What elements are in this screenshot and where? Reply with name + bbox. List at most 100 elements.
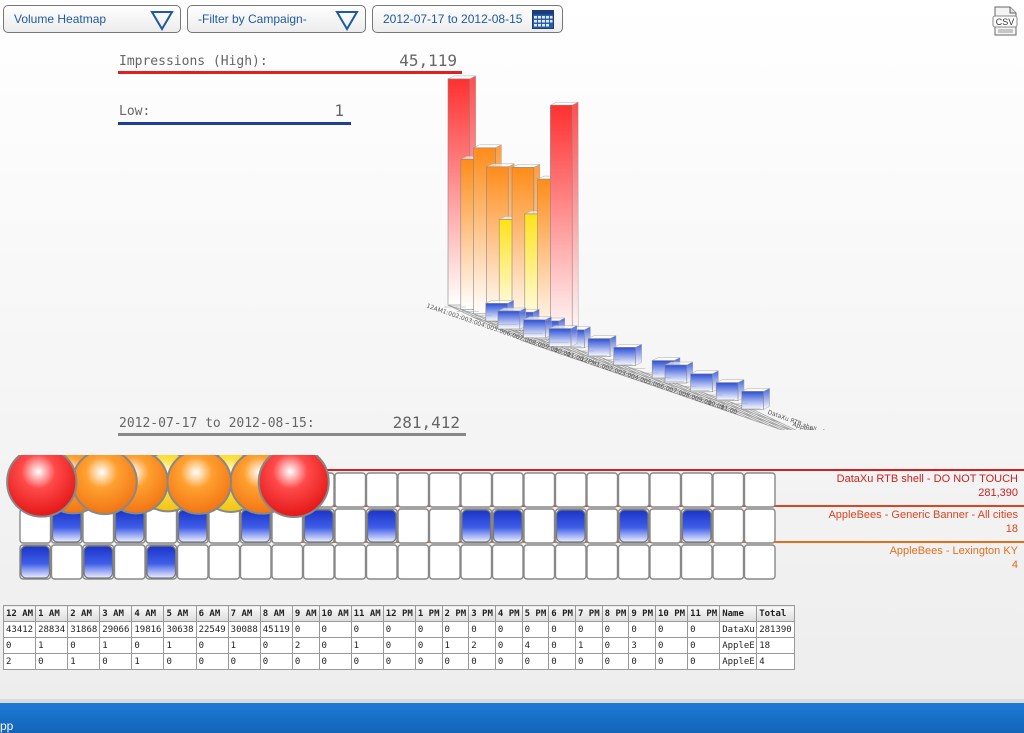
- chart-bars: [447, 75, 770, 410]
- heatmap-cell: [460, 544, 493, 580]
- table-cell: DataXu: [719, 621, 758, 638]
- heatmap-cell-active: [681, 509, 712, 543]
- table-cell: 0: [494, 621, 523, 638]
- view-select-value: Volume Heatmap: [14, 12, 107, 26]
- table-row: 2 0 1 0 1 0 0 0 0 0 0 0 0 0 0 0 0 0 0 0 0 0 0 0 AppleE 4: [2, 653, 795, 670]
- table-cell: 0: [548, 653, 576, 670]
- heatmap-cell: [680, 544, 713, 580]
- table-header-cell: 6 AM: [195, 605, 229, 622]
- heatmap-cell: [743, 472, 776, 508]
- table-cell: 31868: [67, 621, 101, 638]
- table-cell: 1: [227, 637, 261, 654]
- table-cell: 0: [654, 653, 689, 670]
- table-cell: 0: [67, 637, 101, 654]
- heatmap-cell: [743, 544, 776, 580]
- bar-3d: [664, 361, 694, 384]
- table-cell: 0: [468, 621, 496, 638]
- range-total-label: 2012-07-17 to 2012-08-15:: [119, 416, 315, 431]
- heatmap-cell: [334, 472, 367, 508]
- heatmap-cell: [397, 508, 430, 544]
- heatmap-cell: [334, 544, 367, 580]
- table-header-cell: 1 PM: [414, 605, 443, 622]
- campaign-total: 18: [1005, 523, 1018, 535]
- bar-3d: [741, 387, 770, 410]
- table-cell: 45119: [259, 621, 293, 638]
- table-cell: 0: [259, 653, 293, 670]
- low-impressions-line: [118, 122, 351, 125]
- table-cell: 0: [2, 637, 37, 654]
- table-header-cell: 9 AM: [291, 605, 320, 622]
- heatmap-cell: [680, 472, 713, 508]
- table-header-cell: 4 AM: [131, 605, 165, 622]
- table-cell: 0: [414, 653, 443, 670]
- chart-hour-label: 8:00: [531, 339, 546, 350]
- heatmap-row-label-2: AppleBees - Generic Banner - All cities …: [828, 508, 1018, 536]
- table-cell: 0: [494, 637, 523, 654]
- table-cell: 0: [318, 653, 352, 670]
- campaign-name: AppleBees - Generic Banner - All cities: [828, 509, 1018, 521]
- table-cell: 0: [494, 653, 523, 670]
- divider: [0, 699, 1024, 703]
- grid-line: [665, 379, 741, 417]
- heatmap-cell-active: [20, 545, 51, 579]
- table-header-cell: 6 PM: [548, 605, 576, 622]
- heatmap-cell: [712, 508, 745, 544]
- table-cell: 30088: [227, 621, 261, 638]
- heatmap-cell: [428, 544, 461, 580]
- table-header-row: 12 AM 1 AM 2 AM 3 AM 4 AM 5 AM 6 AM 7 AM 8 AM 9 A…: [2, 605, 795, 622]
- table-cell: 4: [756, 653, 795, 670]
- campaign-total: 281,390: [978, 487, 1018, 499]
- taskbar-text: pp: [0, 719, 14, 733]
- heatmap-cell: [649, 472, 682, 508]
- table-header-cell: 5 PM: [521, 605, 550, 622]
- table-cell: 0: [382, 621, 416, 638]
- heatmap-cell-active: [492, 509, 523, 543]
- table-row: 43412 28834 31868 29066 19816 30638 22549 30088…: [2, 621, 795, 638]
- table-cell: 22549: [195, 621, 229, 638]
- heatmap-cell: [334, 508, 367, 544]
- date-range-picker[interactable]: 2012-07-17 to 2012-08-15: [372, 5, 563, 33]
- grid-line: [755, 410, 797, 430]
- heatmap-cell-active: [555, 509, 586, 543]
- heatmap-cell: [271, 544, 304, 580]
- heatmap-cell: [460, 472, 493, 508]
- heatmap-cell: [428, 508, 461, 544]
- table-header-cell: Total: [756, 605, 795, 622]
- table-cell: 28834: [35, 621, 69, 638]
- chart-hour-label: 9:00: [544, 343, 559, 354]
- heatmap-bubble: [257, 455, 330, 518]
- table-cell: 0: [521, 621, 550, 638]
- volume-3d-chart: 12AM1:002:003:004:005:006:007:008:009:00…: [425, 75, 886, 430]
- table-cell: 0: [318, 637, 352, 654]
- table-cell: 281390: [756, 621, 795, 638]
- chart-hour-label: 5:00: [493, 326, 508, 337]
- chart-hour-label: 2:00: [608, 365, 623, 376]
- table-cell: 0: [654, 637, 689, 654]
- heatmap-cell-active: [618, 509, 649, 543]
- table-header-cell: 11 AM: [350, 605, 384, 622]
- campaign-filter-select[interactable]: -Filter by Campaign-: [187, 5, 366, 33]
- bar-3d: [497, 307, 527, 330]
- heatmap-cell: [491, 544, 524, 580]
- csv-export-icon[interactable]: CSV: [992, 6, 1018, 36]
- chart-hour-label: 11:00: [719, 404, 738, 417]
- heatmap-cell: [208, 544, 241, 580]
- table-header-cell: 7 PM: [574, 605, 603, 622]
- table-cell: 0: [318, 621, 352, 638]
- table-cell: AppleE: [719, 653, 758, 670]
- table-cell: 4: [521, 637, 550, 654]
- table-cell: 0: [382, 637, 416, 654]
- heatmap-cell: [397, 544, 430, 580]
- table-cell: 29066: [99, 621, 133, 638]
- low-impressions-value: 1: [334, 101, 344, 120]
- view-select[interactable]: Volume Heatmap: [3, 5, 181, 33]
- table-cell: 0: [414, 637, 443, 654]
- chart-hour-label: 8:00: [685, 392, 700, 403]
- range-total-value: 281,412: [392, 413, 460, 432]
- heatmap-cell: [113, 544, 146, 580]
- bar-3d: [523, 316, 552, 339]
- dropdown-arrow-icon: [150, 11, 174, 31]
- campaign-filter-value: -Filter by Campaign-: [198, 12, 307, 26]
- grid-line: [716, 397, 786, 430]
- chart-hour-label: 6:00: [505, 330, 520, 341]
